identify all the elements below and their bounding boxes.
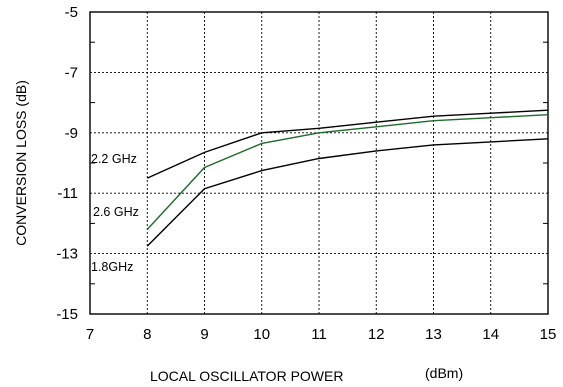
y-tick-labels: -5 -7 -9 -11 -13 -15 <box>56 4 78 323</box>
y-tick-label: -5 <box>65 4 78 21</box>
grid <box>90 12 548 314</box>
x-tick-label: 7 <box>86 326 94 343</box>
x-tick-label: 11 <box>311 326 327 343</box>
x-tick-label: 14 <box>482 326 499 343</box>
y-tick-label: -11 <box>57 185 78 202</box>
x-tick-label: 13 <box>425 326 442 343</box>
minor-ticks <box>90 41 548 285</box>
x-tick-label: 10 <box>253 326 270 343</box>
y-axis-title: CONVERSION LOSS (dB) <box>13 80 29 246</box>
x-tick-labels: 7 8 9 10 11 12 13 14 15 <box>86 326 557 343</box>
y-tick-label: -9 <box>65 125 78 142</box>
y-tick-label: -15 <box>56 306 78 323</box>
x-tick-label: 15 <box>540 326 557 343</box>
plot-frame <box>89 11 549 315</box>
series-line-2-2-ghz <box>147 109 549 179</box>
x-axis-title: LOCAL OSCILLATOR POWER <box>150 368 343 384</box>
series-line-1-8ghz <box>146 138 549 247</box>
x-tick-label: 8 <box>143 326 151 343</box>
y-tick-label: -13 <box>56 246 78 263</box>
x-tick-label: 9 <box>200 326 208 343</box>
series-label-1-8ghz: 1.8GHz <box>91 260 133 274</box>
x-tick-label: 12 <box>368 326 385 343</box>
series-label-2-6-ghz: 2.6 GHz <box>93 205 139 219</box>
series-lines <box>146 109 549 247</box>
series-label-2-2-ghz: 2.2 GHz <box>91 152 137 166</box>
series-line-2-6-ghz <box>146 114 549 230</box>
x-axis-unit: (dBm) <box>425 365 463 381</box>
y-tick-label: -7 <box>65 64 78 81</box>
